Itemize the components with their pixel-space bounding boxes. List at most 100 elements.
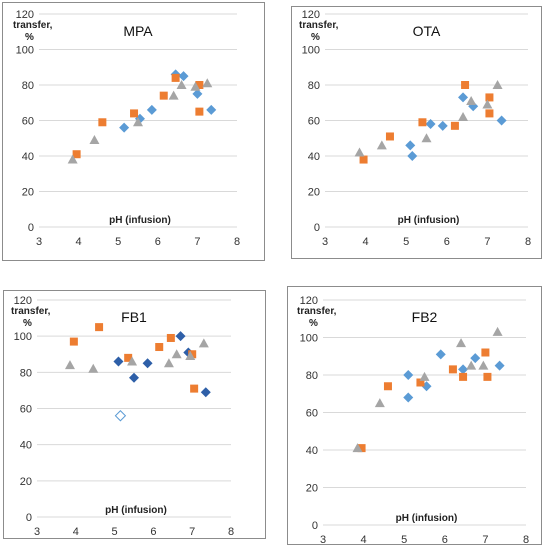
data-point-triangle	[458, 111, 469, 121]
data-point-square	[461, 81, 470, 89]
data-point-square	[166, 333, 175, 342]
panel-title: MPA	[123, 23, 153, 39]
y-tick-label: 40	[22, 151, 34, 163]
data-point-triangle	[374, 398, 385, 408]
y-axis-label: transfer,	[297, 306, 337, 317]
y-tick-label: 20	[308, 187, 320, 199]
data-point-triangle	[89, 135, 100, 145]
y-tick-label: 0	[28, 222, 34, 234]
chart-panel-fb2: 0 20 40 60 80 100 120 3 4 5 6 7 8 transfer,% pH (infus…	[287, 286, 542, 546]
data-point-square	[385, 132, 394, 141]
x-tick-label: 3	[322, 236, 328, 248]
chart-panel-fb1: 0 20 40 60 80 100 120 3 4 5 6 7 8 transfer,% pH (infus…	[3, 290, 266, 539]
y-tick-label: 60	[306, 408, 318, 420]
data-point-triangle	[466, 360, 477, 370]
y-tick-label: 60	[22, 116, 34, 128]
y-axis-label: transfer,	[299, 20, 339, 31]
x-tick-label: 5	[401, 534, 407, 546]
x-tick-label: 6	[442, 534, 448, 546]
y-tick-label: 20	[22, 187, 34, 199]
x-tick-label: 4	[363, 236, 369, 248]
data-point-diamond	[458, 92, 469, 103]
data-point-diamond	[458, 364, 469, 375]
panel-frame	[2, 2, 265, 261]
data-point-diamond	[437, 120, 448, 131]
data-point-triangle	[421, 133, 432, 143]
data-point-square	[383, 382, 392, 391]
chart-panel-mpa: 0 20 40 60 80 100 120 3 4 5 6 7 8 transfer,% pH (infus…	[2, 2, 265, 261]
data-point-square	[483, 372, 492, 381]
data-point-diamond	[192, 88, 203, 99]
panel-frame	[287, 286, 542, 545]
data-point-square	[171, 73, 180, 82]
x-tick-label: 3	[34, 526, 40, 538]
data-point-triangle	[190, 81, 201, 91]
data-point-square	[357, 444, 366, 453]
data-point-triangle	[64, 360, 75, 370]
x-tick-label: 4	[76, 236, 82, 248]
x-axis-label: pH (infusion)	[398, 215, 460, 226]
data-point-square	[188, 350, 197, 359]
y-tick-label: 100	[300, 333, 318, 345]
data-point-triangle	[185, 351, 196, 361]
y-tick-label: 80	[306, 370, 318, 382]
y-axis-label-unit: %	[309, 318, 318, 329]
data-point-diamond	[496, 115, 507, 126]
y-tick-label: 40	[20, 440, 32, 452]
data-point-square	[195, 107, 204, 116]
panel-title: FB1	[121, 309, 147, 325]
y-axis-label: transfer,	[11, 306, 51, 317]
data-point-triangle	[133, 117, 143, 127]
x-tick-label: 8	[525, 236, 531, 248]
data-point-diamond	[129, 372, 139, 383]
data-point-square	[72, 150, 81, 159]
x-tick-label: 3	[36, 236, 42, 248]
y-tick-label: 0	[26, 512, 32, 524]
y-axis-label: transfer,	[13, 20, 53, 31]
data-point-square	[418, 118, 427, 127]
y-tick-label: 80	[20, 367, 32, 379]
data-point-diamond	[146, 104, 157, 115]
y-tick-label: 120	[302, 9, 320, 21]
x-tick-label: 7	[189, 526, 195, 538]
y-tick-label: 80	[22, 80, 34, 92]
y-tick-label: 100	[14, 331, 32, 343]
data-point-triangle	[176, 80, 187, 89]
data-point-triangle	[376, 140, 387, 150]
data-point-square	[69, 337, 78, 346]
x-tick-label: 6	[444, 236, 450, 248]
x-tick-label: 7	[194, 236, 200, 248]
data-point-triangle	[456, 338, 467, 348]
y-tick-label: 60	[20, 404, 32, 416]
y-axis-label-unit: %	[311, 32, 320, 43]
y-axis-label-unit: %	[23, 318, 32, 329]
y-tick-label: 20	[306, 483, 318, 495]
data-point-square	[190, 384, 199, 393]
x-tick-label: 5	[403, 236, 409, 248]
x-tick-label: 6	[155, 236, 161, 248]
data-point-triangle	[168, 90, 179, 100]
x-axis-label: pH (infusion)	[396, 513, 458, 524]
data-point-diamond	[407, 151, 418, 161]
panel-title: OTA	[413, 23, 441, 39]
x-tick-label: 8	[228, 526, 234, 538]
y-tick-label: 40	[306, 445, 318, 457]
x-tick-label: 3	[320, 534, 326, 546]
data-point-diamond	[200, 387, 211, 398]
data-point-triangle	[198, 338, 209, 348]
data-point-square	[359, 155, 368, 164]
y-tick-label: 80	[308, 80, 320, 92]
data-point-triangle	[67, 154, 78, 164]
data-point-triangle	[492, 326, 503, 336]
data-point-triangle	[478, 360, 489, 370]
y-tick-label: 20	[20, 476, 32, 488]
data-point-square	[448, 365, 457, 374]
data-point-triangle	[88, 363, 99, 373]
data-point-diamond	[178, 71, 189, 82]
x-axis-label: pH (infusion)	[105, 505, 167, 516]
y-tick-label: 100	[16, 45, 34, 57]
panel-frame	[3, 290, 266, 539]
data-point-diamond	[405, 140, 416, 151]
y-tick-label: 120	[14, 295, 32, 307]
